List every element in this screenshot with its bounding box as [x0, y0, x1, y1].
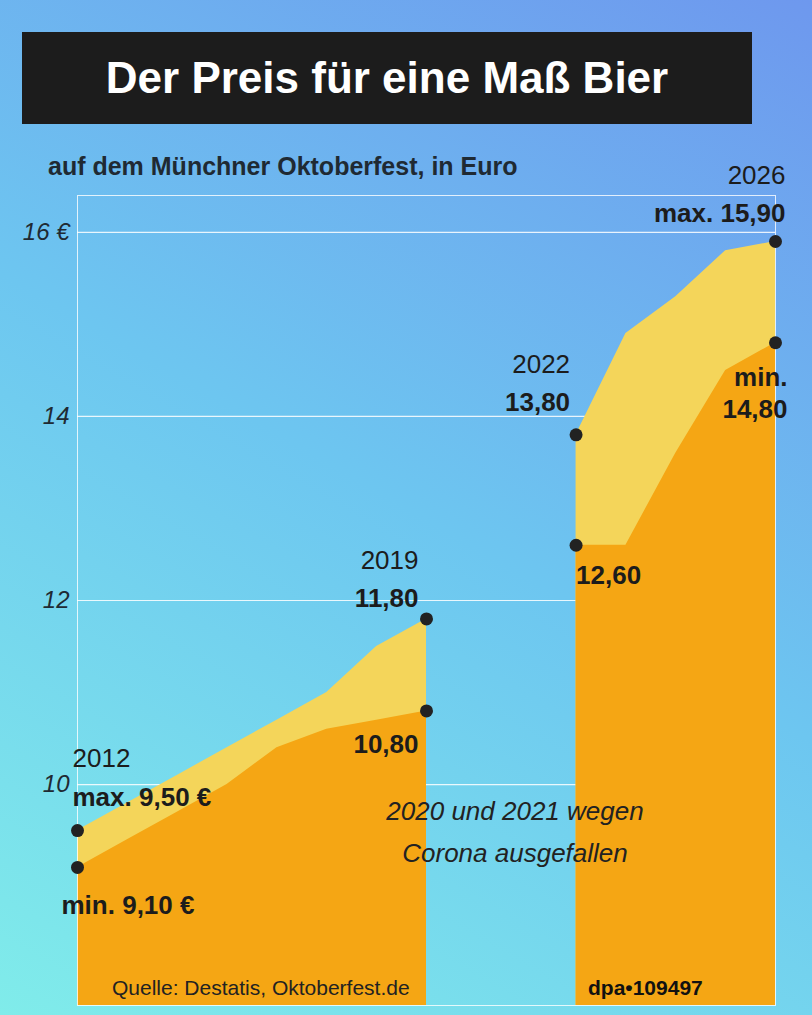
svg-text:12: 12 — [43, 586, 70, 613]
html-text:Quelle: Destatis, Oktoberfest.: Quelle: Destatis, Oktoberfest.de — [112, 976, 410, 999]
svg-text:16 €: 16 € — [23, 218, 71, 245]
svg-text:2022: 2022 — [512, 349, 570, 379]
html-text:2020 und 2021 wegen Corona aus: 2020 und 2021 wegen Corona ausgefallen — [386, 796, 644, 868]
svg-text:10: 10 — [43, 770, 70, 797]
svg-text:14: 14 — [43, 402, 70, 429]
html-text:Der Preis für eine Maß Bier: Der Preis für eine Maß Bier — [105, 53, 669, 102]
svg-text:12,60: 12,60 — [576, 560, 641, 590]
svg-text:2012: 2012 — [73, 743, 131, 773]
svg-text:2019: 2019 — [361, 545, 419, 575]
svg-text:10,80: 10,80 — [353, 729, 418, 759]
svg-text:min. 9,10 €: min. 9,10 € — [62, 890, 195, 920]
html-text:auf dem Münchner Oktoberfest,: auf dem Münchner Oktoberfest, in Euro — [48, 152, 518, 180]
html-text:dpa•109497: dpa•109497 — [588, 976, 703, 999]
svg-text:max. 15,90: max. 15,90 — [654, 198, 786, 228]
svg-text:min.14,80: min.14,80 — [722, 362, 787, 424]
svg-text:max. 9,50 €: max. 9,50 € — [73, 782, 212, 812]
svg-text:11,80: 11,80 — [355, 583, 419, 613]
svg-text:2026: 2026 — [728, 160, 786, 190]
svg-text:13,80: 13,80 — [505, 387, 570, 417]
